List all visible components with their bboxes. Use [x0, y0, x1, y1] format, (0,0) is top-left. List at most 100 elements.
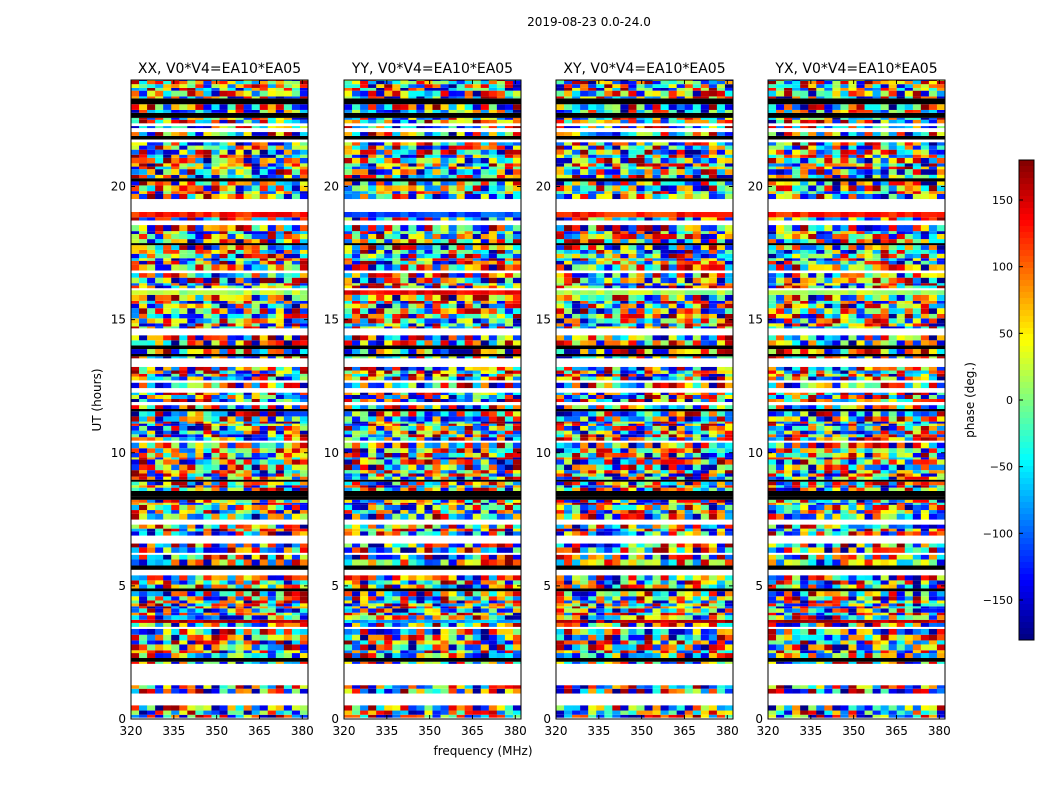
phase-cell: [416, 394, 425, 399]
phase-cell: [235, 326, 244, 329]
phase-cell: [480, 283, 490, 286]
phase-cell: [187, 644, 196, 651]
phase-cell: [384, 634, 393, 641]
phase-cell: [171, 211, 180, 218]
phase-cell: [259, 323, 269, 327]
phase-cell: [344, 225, 353, 232]
phase-cell: [456, 285, 465, 289]
phase-cell: [251, 591, 261, 597]
phase-cell: [179, 459, 188, 465]
phase-cell: [392, 185, 401, 192]
phase-cell: [227, 217, 236, 221]
phase-cell: [171, 382, 180, 389]
phase-cell: [376, 528, 385, 532]
phase-cell: [408, 584, 417, 589]
phase-cell: [464, 253, 474, 259]
phase-cell: [283, 258, 293, 261]
phase-cell: [243, 290, 252, 295]
phase-cell: [400, 688, 409, 694]
phase-cell: [456, 166, 465, 170]
phase-cell: [456, 313, 465, 319]
phase-cell: [299, 559, 309, 566]
phase-cell: [400, 349, 409, 354]
phase-cell: [203, 290, 212, 295]
phase-cell: [139, 245, 148, 250]
phase-cell: [376, 459, 385, 465]
phase-cell: [195, 584, 204, 589]
phase-cell: [392, 398, 401, 403]
phase-cell: [267, 326, 277, 329]
phase-cell: [432, 308, 441, 314]
phase-cell: [384, 559, 393, 566]
phase-cell: [344, 559, 353, 566]
phase-cell: [392, 457, 401, 460]
phase-cell: [299, 303, 309, 309]
phase-cell: [480, 185, 490, 192]
phase-cell: [440, 470, 449, 474]
phase-cell: [163, 233, 172, 240]
phase-cell: [259, 470, 269, 474]
phase-cell: [512, 464, 522, 471]
phase-cell: [283, 154, 293, 158]
phase-cell: [147, 559, 156, 566]
phase-cell: [376, 603, 385, 607]
phase-cell: [376, 283, 385, 286]
phase-cell: [456, 370, 465, 374]
phase-cell: [171, 596, 180, 601]
phase-cell: [267, 434, 277, 438]
phase-cell: [384, 239, 393, 244]
phase-cell: [155, 661, 164, 664]
phase-cell: [424, 487, 433, 491]
phase-cell: [299, 349, 309, 354]
phase-cell: [416, 382, 425, 389]
phase-cell: [488, 313, 498, 319]
phase-cell: [488, 258, 498, 261]
phase-cell: [416, 710, 425, 715]
phase-cell: [251, 430, 261, 435]
phase-cell: [259, 366, 269, 371]
phase-cell: [432, 476, 441, 480]
phase-cell: [291, 622, 301, 627]
phase-cell: [155, 603, 164, 607]
phase-cell: [275, 531, 285, 536]
phase-cell: [243, 710, 252, 715]
phase-cell: [147, 356, 156, 359]
phase-cell: [219, 504, 228, 511]
phase-cell: [275, 685, 285, 689]
phase-cell: [456, 185, 465, 192]
phase-cell: [456, 318, 465, 324]
phase-cell: [187, 264, 196, 271]
phase-cell: [432, 502, 441, 505]
phase-cell: [147, 233, 156, 240]
phase-cell: [512, 370, 522, 374]
phase-cell: [440, 264, 449, 271]
phase-cell: [195, 163, 204, 167]
phase-cell: [259, 559, 269, 566]
phase-cell: [488, 502, 498, 505]
phase-cell: [384, 608, 393, 613]
phase-cell: [227, 661, 236, 664]
phase-cell: [416, 294, 425, 301]
phase-cell: [392, 163, 401, 167]
phase-cell: [139, 437, 148, 441]
phase-cell: [259, 260, 269, 265]
phase-cell: [299, 430, 309, 435]
phase-cell: [368, 174, 377, 179]
phase-cell: [291, 619, 301, 623]
phase-cell: [163, 464, 172, 471]
phase-cell: [275, 96, 285, 99]
phase-cell: [448, 340, 457, 346]
phase-cell: [376, 356, 385, 359]
phase-cell: [131, 661, 140, 664]
phase-cell: [368, 416, 377, 422]
phase-cell: [195, 411, 204, 417]
phase-cell: [163, 90, 172, 97]
phase-cell: [235, 258, 244, 261]
phase-cell: [227, 303, 236, 309]
phase-cell: [400, 559, 409, 566]
phase-cell: [488, 394, 498, 399]
phase-cell: [291, 80, 301, 85]
phase-cell: [251, 499, 261, 503]
phase-cell: [408, 464, 417, 471]
phase-cell: [448, 373, 457, 377]
